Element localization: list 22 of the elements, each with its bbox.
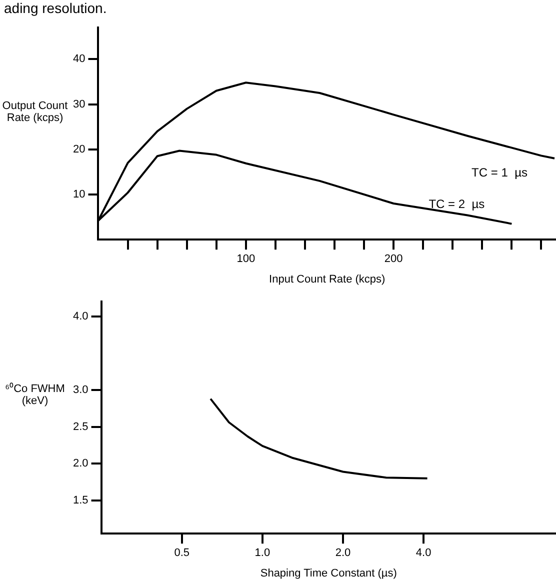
y-tick-label: 2.5 (72, 420, 88, 433)
x-axis-title: Shaping Time Constant (µs) (260, 567, 397, 580)
y-axis-title: ⁶⁰Co FWHM (keV) (4, 382, 66, 407)
y-axis-title: Output Count Rate (kcps) (2, 100, 68, 124)
x-tick-label: 4.0 (416, 547, 432, 560)
y-tick-label: 3.0 (72, 384, 88, 396)
x-tick-label: 2.0 (335, 547, 351, 560)
x-tick-label: 0.5 (174, 547, 190, 560)
text: ading resolution. (4, 0, 107, 16)
y-tick-label: 20 (72, 143, 86, 156)
series-label: TC = 1 µs (472, 165, 528, 180)
y-tick-label: 2.0 (72, 458, 88, 470)
x-axis-title: Input Count Rate (kcps) (269, 273, 386, 286)
x-tick-label: 200 (384, 253, 403, 266)
series-label: TC = 2 µs (428, 196, 485, 211)
x-tick-label: 1.0 (254, 547, 270, 560)
x-tick-label: 100 (236, 253, 256, 266)
y-tick-label: 10 (72, 188, 86, 201)
y-tick-label: 1.5 (72, 494, 88, 506)
y-tick-label: 40 (72, 53, 86, 66)
y-tick-label: 4.0 (72, 310, 88, 322)
y-tick-label: 30 (72, 98, 86, 110)
